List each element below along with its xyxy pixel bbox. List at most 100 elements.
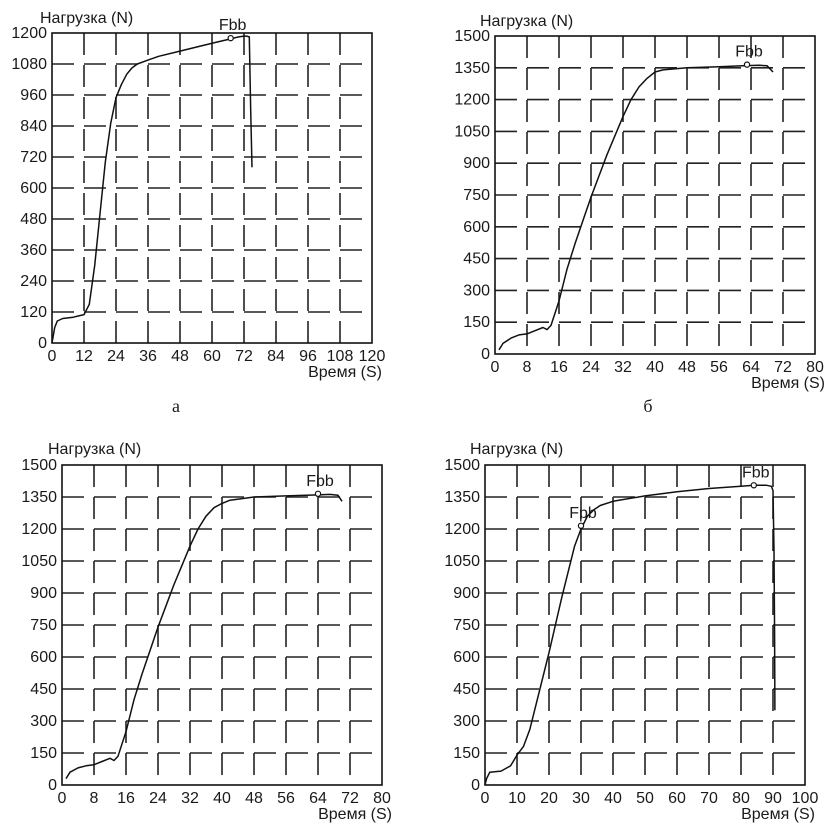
y-tick-label: 1080 xyxy=(11,56,47,73)
y-tick-label: 750 xyxy=(30,617,57,634)
y-tick-label: 1350 xyxy=(454,60,490,77)
x-tick-label: 40 xyxy=(604,790,622,807)
annotation-marker xyxy=(750,482,758,489)
x-tick-label: 30 xyxy=(572,790,590,807)
y-tick-label: 720 xyxy=(20,149,47,166)
y-tick-label: 1050 xyxy=(444,553,480,570)
x-tick-label: 32 xyxy=(614,359,632,376)
x-tick-label: 8 xyxy=(523,359,532,376)
y-tick-label: 300 xyxy=(453,713,480,730)
x-tick-label: 16 xyxy=(550,359,568,376)
x-tick-label: 64 xyxy=(742,359,760,376)
y-tick-label: 450 xyxy=(30,681,57,698)
chart-panel-a: 0 12 24 36 48 60 72 84 96 108 12001202403604806007… xyxy=(11,10,385,381)
y-tick-label: 600 xyxy=(453,649,480,666)
annotation-marker xyxy=(743,61,751,68)
y-tick-label: 1200 xyxy=(444,521,480,538)
y-tick-label: 1050 xyxy=(454,123,490,140)
x-tick-label: 48 xyxy=(245,790,263,807)
y-tick-label: 1200 xyxy=(21,521,57,538)
series-line xyxy=(498,64,774,351)
series-line xyxy=(484,484,776,786)
x-tick-label: 0 xyxy=(48,348,57,365)
y-axis-label: Нагрузка (N) xyxy=(480,13,573,30)
x-tick-label: 36 xyxy=(139,348,157,365)
x-tick-label: 72 xyxy=(774,359,792,376)
plot-frame xyxy=(484,464,806,786)
y-tick-label: 750 xyxy=(463,187,490,204)
x-tick-label: 40 xyxy=(646,359,664,376)
x-tick-label: 50 xyxy=(636,790,654,807)
x-tick-label: 0 xyxy=(58,790,67,807)
x-tick-label: 56 xyxy=(277,790,295,807)
y-tick-label: 600 xyxy=(463,219,490,236)
x-tick-label: 24 xyxy=(582,359,600,376)
y-tick-label: 1200 xyxy=(454,92,490,109)
x-tick-label: 72 xyxy=(235,348,253,365)
x-tick-label: 80 xyxy=(373,790,391,807)
y-tick-label: 450 xyxy=(453,681,480,698)
y-tick-label: 1050 xyxy=(21,553,57,570)
x-tick-label: 96 xyxy=(299,348,317,365)
chart-panel-c: 0 8 16 24 32 40 48 56 64 72 80 0 150 300 450 600 750 900 1… xyxy=(21,441,392,823)
y-tick-label: 900 xyxy=(463,155,490,172)
x-tick-label: 108 xyxy=(327,348,354,365)
x-tick-label: 70 xyxy=(700,790,718,807)
y-tick-label: 900 xyxy=(453,585,480,602)
y-tick-label: 900 xyxy=(30,585,57,602)
y-tick-label: 150 xyxy=(463,314,490,331)
x-tick-label: 40 xyxy=(213,790,231,807)
x-tick-label: 100 xyxy=(792,790,819,807)
x-tick-label: 64 xyxy=(309,790,327,807)
x-axis-label: Время (S) xyxy=(741,806,815,823)
x-tick-label: 56 xyxy=(710,359,728,376)
plot-frame xyxy=(61,464,383,786)
annotation-label: Fbb xyxy=(742,464,770,481)
y-tick-label: 960 xyxy=(20,87,47,104)
y-tick-label: 1350 xyxy=(21,489,57,506)
y-tick-label: 750 xyxy=(453,617,480,634)
y-tick-label: 1200 xyxy=(11,25,47,42)
chart-panel-d: 0 10 20 30 40 50 60 70 80 90 100 0 150 300 450 600 750 90… xyxy=(444,441,818,823)
x-tick-label: 32 xyxy=(181,790,199,807)
x-tick-label: 0 xyxy=(481,790,490,807)
y-tick-label: 0 xyxy=(471,777,480,794)
y-tick-label: 1500 xyxy=(444,457,480,474)
plot-frame xyxy=(51,32,373,344)
y-tick-label: 0 xyxy=(48,777,57,794)
annotation-label: Fbb xyxy=(219,17,247,34)
x-tick-label: 84 xyxy=(267,348,285,365)
x-tick-label: 24 xyxy=(107,348,125,365)
y-tick-label: 1500 xyxy=(454,28,490,45)
plot-frame xyxy=(494,35,816,355)
y-tick-label: 150 xyxy=(453,745,480,762)
annotation-label: Fpb xyxy=(569,505,597,522)
x-tick-label: 16 xyxy=(117,790,135,807)
x-tick-label: 60 xyxy=(668,790,686,807)
y-tick-label: 300 xyxy=(30,713,57,730)
annotation-marker xyxy=(577,522,585,530)
x-tick-label: 10 xyxy=(508,790,526,807)
annotation-marker xyxy=(227,34,234,42)
x-tick-label: 24 xyxy=(149,790,167,807)
y-axis-label: Нагрузка (N) xyxy=(48,441,141,458)
series-line xyxy=(51,35,253,344)
x-tick-label: 48 xyxy=(171,348,189,365)
y-tick-label: 150 xyxy=(30,745,57,762)
x-tick-label: 8 xyxy=(90,790,99,807)
x-tick-label: 60 xyxy=(203,348,221,365)
y-tick-label: 840 xyxy=(20,118,47,135)
annotation-label: Fbb xyxy=(306,473,334,490)
x-tick-label: 12 xyxy=(75,348,93,365)
y-tick-label: 120 xyxy=(20,304,47,321)
chart-panel-b: 0 8 16 24 32 40 48 56 64 72 80 0 150 300 450 600 750 900 1… xyxy=(454,13,825,392)
x-tick-label: 20 xyxy=(540,790,558,807)
y-tick-label: 1350 xyxy=(444,489,480,506)
y-tick-label: 300 xyxy=(463,282,490,299)
y-axis-label: Нагрузка (N) xyxy=(470,441,563,458)
y-axis-label: Нагрузка (N) xyxy=(40,10,133,27)
caption-b: б xyxy=(643,396,652,416)
y-tick-label: 0 xyxy=(481,346,490,363)
y-tick-label: 360 xyxy=(20,242,47,259)
